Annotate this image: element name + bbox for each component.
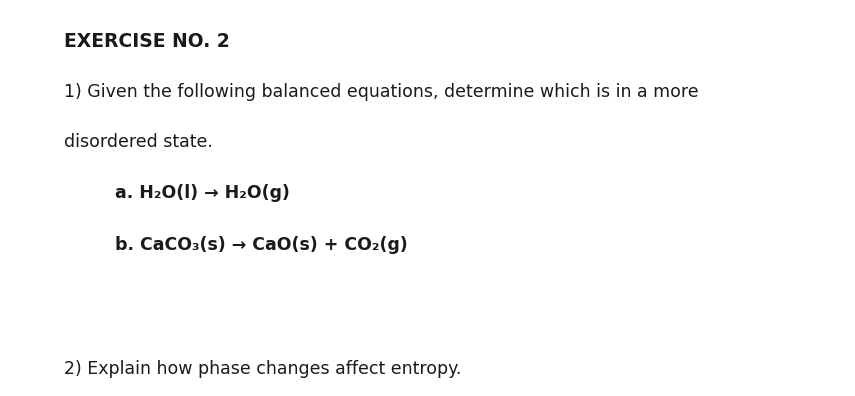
Text: disordered state.: disordered state. — [64, 133, 213, 150]
Text: b. CaCO₃(s) → CaO(s) + CO₂(g): b. CaCO₃(s) → CaO(s) + CO₂(g) — [115, 236, 408, 253]
Text: 1) Given the following balanced equations, determine which is in a more: 1) Given the following balanced equation… — [64, 83, 699, 101]
Text: a. H₂O(l) → H₂O(g): a. H₂O(l) → H₂O(g) — [115, 184, 291, 202]
Text: 2) Explain how phase changes affect entropy.: 2) Explain how phase changes affect entr… — [64, 360, 462, 378]
Text: EXERCISE NO. 2: EXERCISE NO. 2 — [64, 32, 230, 51]
